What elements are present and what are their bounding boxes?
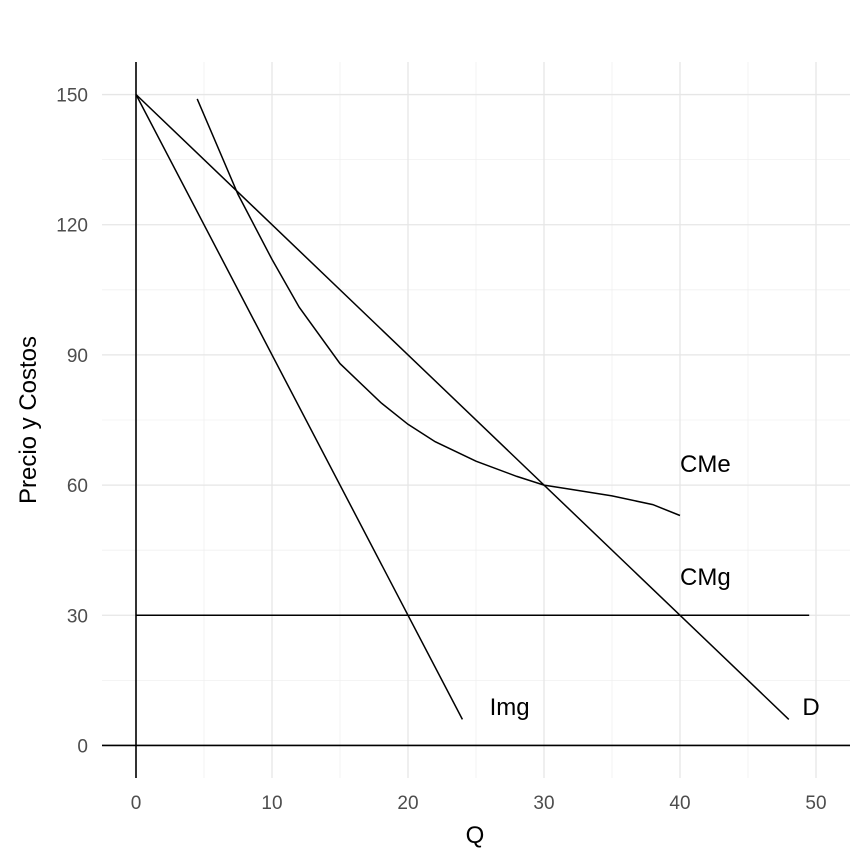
y-tick-label: 60 — [67, 476, 88, 497]
series-line-cme — [196, 98, 681, 517]
x-tick-label: 10 — [261, 793, 282, 814]
curve-label-img: Img — [490, 694, 530, 721]
curve-label-d: D — [802, 694, 819, 721]
y-tick-label: 120 — [56, 216, 88, 237]
x-tick-label: 0 — [131, 793, 142, 814]
x-tick-label: 30 — [533, 793, 554, 814]
axes — [102, 62, 850, 778]
x-tick-label: 50 — [805, 793, 826, 814]
y-tick-label: 150 — [56, 86, 88, 107]
y-tick-label: 30 — [67, 606, 88, 627]
curve-label-cme: CMe — [680, 451, 731, 478]
tick-labels: 0 10 20 30 40 50 0 30 60 90 120 150 — [56, 86, 826, 814]
y-tick-label: 0 — [77, 736, 88, 757]
x-tick-label: 20 — [397, 793, 418, 814]
y-tick-label: 90 — [67, 346, 88, 367]
curve-label-cmg: CMg — [680, 564, 731, 591]
curve-labels: CMe CMg Img D — [490, 451, 820, 721]
series-line-d — [135, 93, 790, 720]
series — [135, 93, 810, 720]
series-line-img — [135, 94, 464, 720]
y-axis-title: Precio y Costos — [15, 336, 42, 504]
x-tick-label: 40 — [669, 793, 690, 814]
x-axis-title: Q — [466, 822, 485, 849]
